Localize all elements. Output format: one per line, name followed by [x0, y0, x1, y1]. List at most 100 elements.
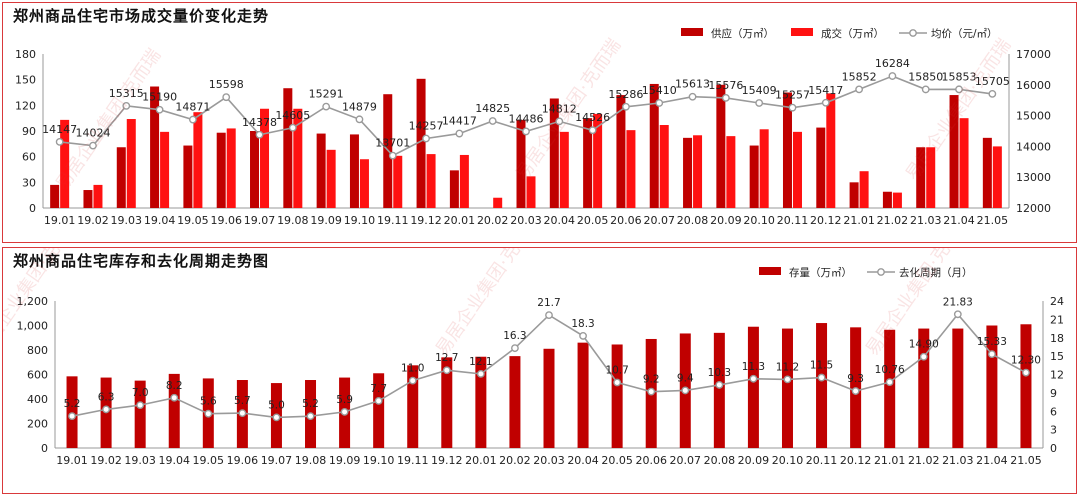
x-tick-label: 21.04 [943, 214, 975, 227]
line-point [545, 311, 553, 319]
data-label: 14825 [475, 102, 510, 115]
x-tick-label: 19.10 [344, 214, 376, 227]
bar-secondary [826, 93, 836, 208]
bar-primary [952, 328, 964, 448]
data-label: 14879 [342, 100, 377, 113]
y-right-tick-label: 16000 [1016, 79, 1051, 92]
line-point [921, 85, 930, 94]
bar-secondary [359, 159, 369, 208]
bar-secondary [60, 119, 70, 208]
chart-panel-sales-price: 郑州商品住宅市场成交量价变化走势 0 30 60 90 120 150 180 12000 13… [2, 2, 1077, 243]
legend-label: 均价（元/㎡） [931, 28, 998, 40]
line-point [288, 123, 297, 132]
y-left-tick-label: 30 [22, 176, 36, 189]
bar-secondary [393, 155, 403, 208]
line-point [170, 393, 179, 402]
bar-primary [747, 326, 759, 448]
data-label: 14378 [242, 116, 277, 129]
line-point [522, 127, 530, 136]
bar-primary [611, 344, 623, 448]
x-tick-label: 20.06 [635, 454, 667, 467]
legend-label: 存量（万㎡） [789, 266, 852, 279]
x-tick-label: 19.01 [56, 454, 88, 467]
y-left-tick-label: 1,200 [17, 295, 49, 308]
line-point [89, 141, 97, 150]
bar-primary [577, 342, 589, 448]
data-label: 15257 [775, 89, 810, 102]
x-tick-label: 19.03 [124, 454, 156, 467]
bar-primary [283, 88, 293, 208]
data-label: 14871 [175, 101, 210, 114]
data-label: 14526 [575, 111, 610, 124]
bar-primary [416, 78, 426, 208]
line-point [422, 134, 430, 143]
y-left-tick-label: 90 [22, 125, 36, 138]
data-label: 14486 [509, 112, 544, 125]
bar-secondary [93, 184, 103, 208]
y-left-tick-label: 150 [15, 74, 36, 87]
x-tick-label: 20.01 [444, 214, 476, 227]
x-tick-label: 19.11 [397, 454, 429, 467]
data-label: 15852 [842, 70, 877, 83]
x-tick-label: 19.07 [261, 454, 293, 467]
bar-secondary [959, 118, 969, 208]
data-label: 21.83 [943, 296, 973, 308]
data-label: 12.7 [435, 352, 458, 364]
data-label: 9.4 [677, 372, 694, 384]
y-right-tick-label: 3 [1050, 424, 1057, 437]
x-tick-label: 20.10 [743, 214, 775, 227]
data-label: 15576 [708, 79, 743, 92]
bar-primary [250, 131, 260, 208]
bar-primary [449, 170, 459, 208]
x-tick-label: 19.12 [431, 454, 463, 467]
y-left-tick-label: 60 [22, 151, 36, 164]
data-label: 15315 [109, 87, 144, 100]
bar-primary [407, 365, 419, 448]
line-point [919, 352, 928, 361]
y-left-tick-label: 400 [27, 393, 48, 406]
line-point [102, 405, 111, 414]
line-point [442, 366, 451, 375]
y-left-tick-label: 180 [15, 48, 36, 61]
y-right-tick-label: 12 [1050, 369, 1064, 382]
line-point [885, 378, 894, 386]
line-point [68, 412, 76, 421]
legend-swatch [759, 267, 781, 275]
x-tick-label: 19.09 [310, 214, 342, 227]
y-left-tick-label: 200 [27, 418, 48, 431]
line-point [755, 99, 764, 107]
line-point [613, 378, 622, 387]
bar-primary [168, 373, 180, 448]
bar-secondary [226, 128, 236, 208]
x-tick-label: 21.02 [908, 454, 940, 467]
data-label: 12.1 [469, 356, 492, 368]
y-right-tick-label: 15 [1050, 350, 1064, 363]
data-label: 16.3 [503, 330, 526, 342]
bar-primary [782, 92, 792, 208]
x-tick-label: 20.01 [465, 454, 497, 467]
bar-secondary [926, 147, 936, 208]
x-tick-label: 20.02 [477, 214, 509, 227]
y-right-tick-label: 0 [1050, 442, 1057, 455]
data-label: 15853 [942, 70, 977, 83]
bar-primary [1020, 324, 1032, 448]
line-point [355, 115, 364, 124]
data-label: 11.5 [810, 360, 833, 372]
bar-secondary [759, 129, 769, 208]
x-tick-label: 20.09 [738, 454, 770, 467]
data-label: 5.2 [302, 398, 319, 410]
x-tick-label: 20.10 [772, 454, 804, 467]
y-left-tick-label: 0 [41, 442, 48, 455]
x-tick-label: 19.05 [177, 214, 209, 227]
legend-label: 成交（万㎡） [821, 27, 884, 40]
bar-primary [349, 134, 359, 208]
data-label: 15410 [642, 84, 677, 97]
bar-secondary [659, 125, 669, 208]
line-point [688, 92, 697, 101]
data-label: 9.3 [847, 373, 864, 385]
chart-title: 郑州商品住宅市场成交量价变化走势 [13, 7, 270, 25]
bar-primary [116, 147, 126, 208]
x-tick-label: 20.08 [704, 454, 736, 467]
x-tick-label: 19.11 [377, 214, 409, 227]
sales-price-chart: 0 30 60 90 120 150 180 12000 13000 14000 15000 1600… [15, 27, 1051, 227]
